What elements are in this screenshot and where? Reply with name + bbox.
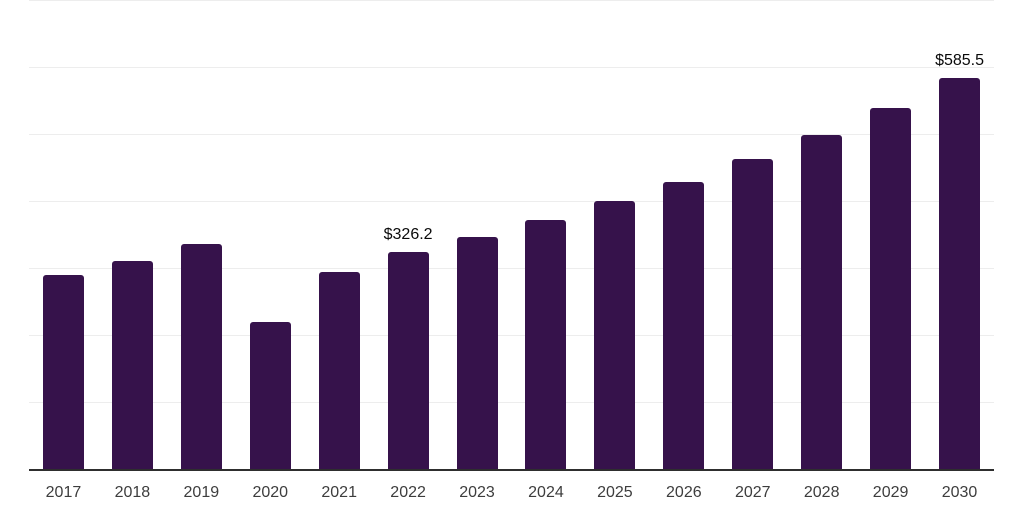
gridline-100: [29, 402, 994, 404]
gridline-600: [29, 67, 994, 69]
bar-2020[interactable]: [249, 322, 291, 470]
plot-area: $326.2 $585.5: [29, 0, 994, 471]
x-axis-label-2022: 2022: [390, 484, 426, 501]
x-axis-line: [29, 469, 994, 471]
gridline-500: [29, 134, 994, 136]
bar-2017[interactable]: [42, 275, 84, 470]
x-axis-label-2020: 2020: [252, 484, 289, 501]
x-axis-label-2023: 2023: [459, 484, 495, 501]
bar-2029[interactable]: [870, 107, 912, 470]
gridline-300: [29, 268, 994, 270]
x-axis-label-2017: 2017: [45, 484, 82, 501]
gridline-200: [29, 335, 994, 337]
bar-value-label-2030: $585.5: [935, 51, 984, 69]
x-axis-label-2026: 2026: [666, 484, 702, 501]
bar-2023[interactable]: [456, 237, 498, 470]
bar-value-label-2022: $326.2: [383, 225, 433, 243]
bar-2019[interactable]: [180, 244, 222, 470]
x-axis-label-2029: 2029: [872, 484, 909, 501]
x-axis-label-2027: 2027: [734, 484, 771, 501]
bar-2025[interactable]: [594, 200, 636, 470]
gridline-400: [29, 201, 994, 203]
bar-2018[interactable]: [111, 261, 153, 470]
x-axis-label-2021: 2021: [321, 484, 357, 501]
x-axis-label-2019: 2019: [183, 484, 220, 501]
x-axis-label-2024: 2024: [528, 484, 564, 501]
bar-2030[interactable]: [939, 77, 981, 470]
x-axis-label-2028: 2028: [803, 484, 840, 501]
bar-2026[interactable]: [663, 182, 705, 470]
bar-2027[interactable]: [732, 159, 774, 470]
bar-2022[interactable]: [387, 251, 429, 470]
bar-2024[interactable]: [525, 220, 567, 470]
bar-2021[interactable]: [318, 271, 360, 470]
x-axis-label-2025: 2025: [597, 484, 633, 501]
gridline-700: [29, 0, 994, 2]
bar-2028[interactable]: [801, 134, 843, 470]
x-axis-label-2018: 2018: [114, 484, 151, 501]
x-axis-label-2030: 2030: [941, 484, 978, 501]
